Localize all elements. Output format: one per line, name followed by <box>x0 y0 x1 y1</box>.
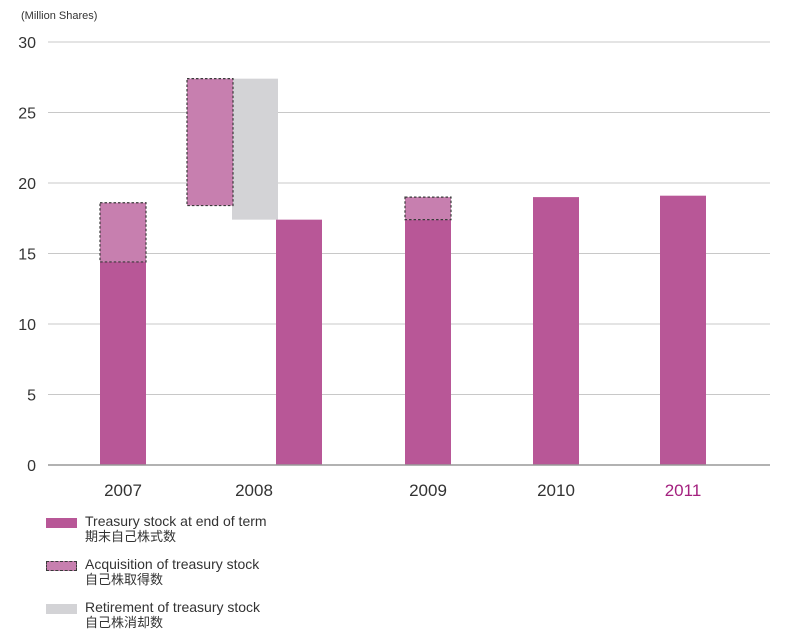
bar-acquisition <box>404 196 452 221</box>
x-tick-label: 2010 <box>537 481 575 500</box>
bar-treasury <box>276 219 322 465</box>
bar-acquisition <box>99 202 147 263</box>
x-tick-label: 2008 <box>235 481 273 500</box>
x-tick-label: 2009 <box>409 481 447 500</box>
legend-label-retirement: Retirement of treasury stock <box>85 599 261 615</box>
legend-sub-retirement: 自己株消却数 <box>85 615 164 630</box>
y-tick-label: 30 <box>18 35 36 52</box>
treasury-stock-chart: 0 5 10 15 20 25 30 2007 2008 2009 2010 2011 <box>18 35 770 500</box>
y-tick-label: 5 <box>27 388 36 405</box>
y-axis-unit-label: (Million Shares) <box>21 10 98 22</box>
y-tick-label: 20 <box>18 176 36 193</box>
y-tick-label: 15 <box>18 247 36 264</box>
legend-label-acquisition: Acquisition of treasury stock <box>85 556 260 572</box>
bar-treasury <box>100 261 146 465</box>
legend-swatch-acquisition <box>46 561 77 571</box>
bar-acquisition <box>186 78 234 207</box>
legend-label-treasury: Treasury stock at end of term <box>85 513 267 529</box>
y-tick-label: 0 <box>27 458 36 475</box>
legend-swatch-retirement <box>46 604 77 614</box>
legend-sub-treasury: 期末自己株式数 <box>85 529 177 544</box>
legend-sub-acquisition: 自己株取得数 <box>85 572 164 587</box>
bar-treasury <box>660 195 706 465</box>
x-tick-label: 2007 <box>104 481 142 500</box>
y-tick-label: 10 <box>18 317 36 334</box>
bar-retirement <box>232 78 278 220</box>
y-tick-label: 25 <box>18 106 36 123</box>
legend-swatch-treasury <box>46 518 77 528</box>
x-tick-label: 2011 <box>665 481 702 500</box>
bar-treasury <box>533 197 579 465</box>
bar-treasury <box>405 219 451 465</box>
